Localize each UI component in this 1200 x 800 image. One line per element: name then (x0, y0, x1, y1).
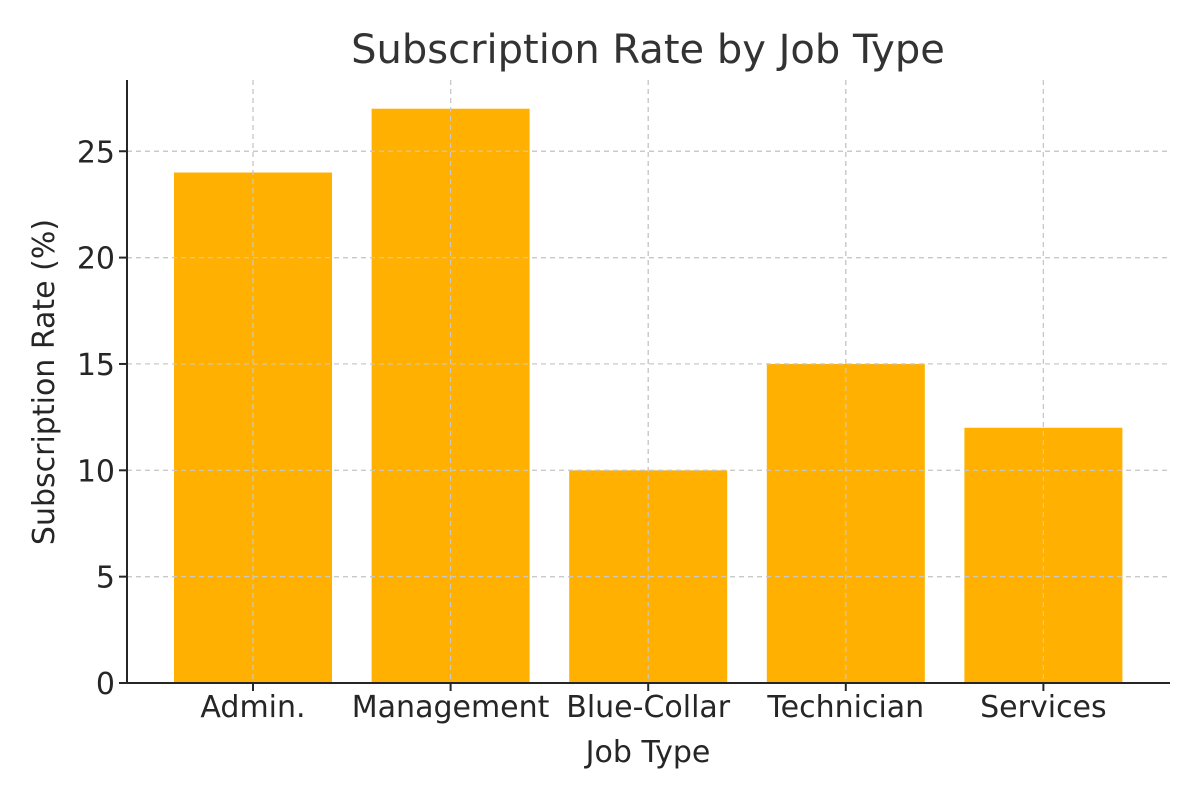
x-axis-label: Job Type (584, 735, 711, 770)
y-tick-label: 0 (96, 667, 115, 702)
y-tick-label: 15 (77, 348, 115, 383)
x-tick-label: Management (352, 690, 550, 725)
x-tick-label: Blue-Collar (566, 690, 731, 725)
x-tick-label: Technician (766, 690, 924, 725)
x-tick-label: Admin. (200, 690, 305, 725)
bars (127, 80, 1170, 683)
bar-services (964, 427, 1123, 683)
y-tick-label: 5 (96, 561, 115, 596)
chart-title: Subscription Rate by Job Type (351, 27, 945, 73)
y-axis-label: Subscription Rate (%) (27, 219, 62, 545)
x-tick-label: Services (980, 690, 1107, 725)
y-axis-ticks: 0 5 10 15 20 25 (77, 135, 127, 702)
x-axis-ticks: Admin. Management Blue-Collar Technician Ser… (200, 683, 1107, 725)
y-tick-label: 10 (77, 454, 115, 489)
y-tick-label: 20 (77, 242, 115, 277)
y-tick-label: 25 (77, 135, 115, 170)
